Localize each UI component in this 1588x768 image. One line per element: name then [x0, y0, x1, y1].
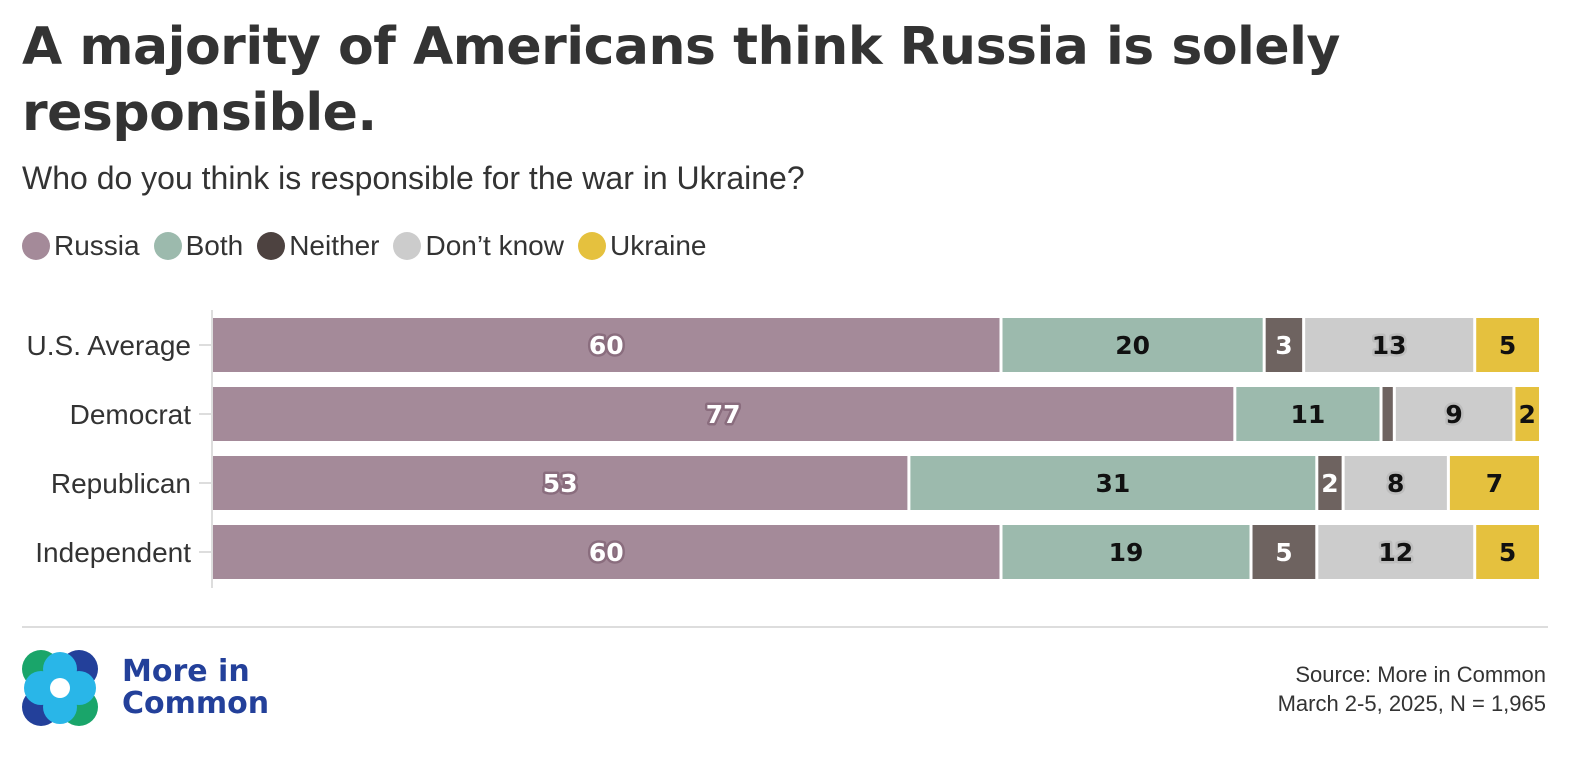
legend-item-both: Both: [153, 230, 244, 262]
legend-label-dont-know: Don’t know: [425, 230, 564, 261]
bar-segment: [910, 456, 1316, 510]
logo-line-1: More in: [122, 654, 250, 689]
category-label: Democrat: [70, 399, 192, 430]
source-line-1: Source: More in Common: [1295, 662, 1546, 687]
data-label: 9: [1445, 400, 1462, 429]
bar-segment: [1002, 525, 1250, 579]
bar-segment: [1236, 387, 1380, 441]
four-petal-logo-icon: [22, 650, 98, 726]
legend-item-ukraine: Ukraine: [577, 230, 707, 262]
legend: Russia Both Neither Don’t know Ukraine: [22, 230, 720, 262]
legend-swatch-dont-know: [393, 232, 422, 260]
data-label: 5: [1275, 538, 1292, 567]
data-label: 60: [589, 538, 624, 567]
bar-segment: [1449, 456, 1539, 510]
legend-item-russia: Russia: [22, 230, 140, 262]
data-label: 19: [1109, 538, 1144, 567]
bar-segment: [1265, 318, 1303, 372]
bar-segment: [1318, 525, 1474, 579]
legend-swatch-russia: [22, 232, 50, 260]
legend-item-neither: Neither: [257, 230, 379, 262]
data-label: 12: [1378, 538, 1413, 567]
bar-segment: [1476, 525, 1539, 579]
bar-segment: [1395, 387, 1513, 441]
data-label: 3: [1275, 331, 1292, 360]
data-label: 13: [1372, 331, 1407, 360]
footer-divider: [22, 626, 1548, 628]
logo-line-2: Common: [122, 686, 270, 721]
legend-label-russia: Russia: [54, 230, 140, 261]
more-in-common-logo: More in Common: [22, 650, 269, 726]
data-label: 2: [1519, 400, 1536, 429]
bar-segment: [1344, 456, 1447, 510]
legend-item-dont-know: Don’t know: [393, 230, 564, 262]
bar-segment: [1382, 387, 1393, 441]
legend-swatch-ukraine: [577, 232, 606, 260]
data-label: 11: [1291, 400, 1326, 429]
bar-segment: [1252, 525, 1316, 579]
bar-segment: [1305, 318, 1474, 372]
source-line-2: March 2-5, 2025, N = 1,965: [1277, 691, 1546, 716]
bar-segment: [213, 318, 1000, 372]
bar-segment: [213, 456, 908, 510]
data-label: 2: [1321, 469, 1338, 498]
legend-swatch-both: [153, 232, 182, 260]
category-label: Republican: [51, 468, 191, 499]
category-label: Independent: [35, 537, 191, 568]
source-note: Source: More in Common March 2-5, 2025, …: [1278, 660, 1546, 718]
bar-segment: [1318, 456, 1342, 510]
data-label: 7: [1486, 469, 1503, 498]
legend-label-ukraine: Ukraine: [609, 230, 707, 261]
data-label: 60: [589, 331, 624, 360]
legend-label-both: Both: [185, 230, 244, 261]
chart-title: A majority of Americans think Russia is …: [22, 17, 1340, 143]
data-label: 20: [1115, 331, 1150, 360]
data-label: 8: [1387, 469, 1404, 498]
data-label: 77: [706, 400, 741, 429]
bar-segment: [1515, 387, 1539, 441]
data-label: 5: [1499, 538, 1516, 567]
bar-segment: [1002, 318, 1263, 372]
data-label: 31: [1095, 469, 1130, 498]
data-label: 5: [1499, 331, 1516, 360]
legend-label-neither: Neither: [289, 230, 380, 261]
logo-wordmark: More in Common: [122, 656, 269, 720]
bar-segment: [213, 387, 1234, 441]
bar-segment: [213, 525, 1000, 579]
bar-segment: [1476, 318, 1539, 372]
category-label: U.S. Average: [27, 330, 191, 361]
data-label: 53: [543, 469, 578, 498]
legend-swatch-neither: [257, 232, 286, 260]
chart-subtitle: Who do you think is responsible for the …: [22, 160, 805, 196]
